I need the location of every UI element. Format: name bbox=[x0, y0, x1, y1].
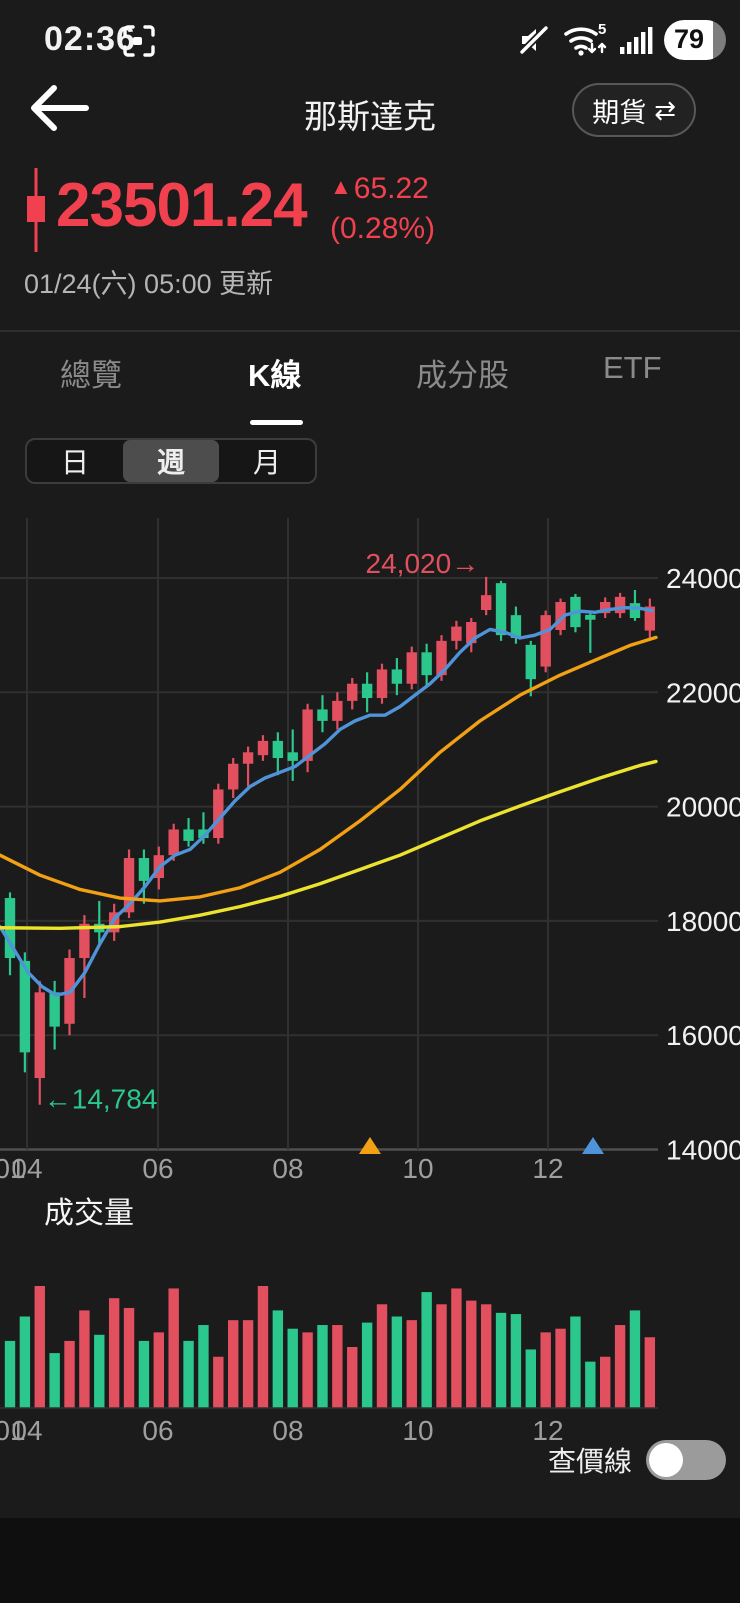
up-arrow-icon: ▲ bbox=[330, 174, 352, 199]
candlestick-chart[interactable] bbox=[0, 515, 740, 1185]
tab-constituents[interactable]: 成分股 bbox=[416, 358, 509, 393]
back-button[interactable] bbox=[24, 76, 94, 140]
price-change-percent: (0.28%) bbox=[330, 212, 436, 245]
wifi-icon: 5 bbox=[564, 21, 606, 56]
battery-level-fill bbox=[664, 20, 713, 60]
android-nav-bar bbox=[0, 1518, 740, 1603]
period-daily[interactable]: 日 bbox=[60, 447, 89, 478]
page-title: 那斯達克 bbox=[304, 98, 436, 135]
price-line-toggle-label: 查價線 bbox=[547, 1446, 632, 1477]
volume-section-title: 成交量 bbox=[44, 1197, 134, 1230]
wifi-gen-badge: 5 bbox=[598, 21, 606, 38]
period-weekly[interactable]: 週 bbox=[123, 440, 219, 482]
battery-percent: 79 bbox=[674, 24, 705, 54]
status-bar: 02:36 5 bbox=[0, 0, 740, 75]
screen-capture-icon bbox=[123, 25, 155, 57]
last-price: 23501.24 bbox=[56, 171, 308, 240]
price-change: ▲65.22 bbox=[330, 172, 429, 205]
update-timestamp: 01/24(六) 05:00 更新 bbox=[24, 269, 274, 299]
tab-etf[interactable]: ETF bbox=[603, 350, 662, 385]
section-divider bbox=[0, 330, 740, 332]
active-tab-underline bbox=[250, 420, 303, 425]
volume-chart[interactable] bbox=[0, 1250, 740, 1450]
tab-overview[interactable]: 總覽 bbox=[60, 358, 122, 393]
price-candle-icon bbox=[27, 168, 45, 252]
futures-switch-button[interactable]: 期貨 ⇄ bbox=[572, 83, 696, 137]
signal-icon bbox=[620, 27, 653, 54]
mute-icon bbox=[518, 26, 548, 56]
price-line-toggle-row: 查價線 bbox=[548, 1440, 726, 1480]
period-monthly[interactable]: 月 bbox=[252, 447, 281, 478]
futures-label: 期貨 bbox=[592, 97, 647, 128]
period-selector: 日 週 月 bbox=[25, 438, 317, 484]
battery-indicator: 79 bbox=[664, 20, 726, 60]
toggle-knob bbox=[649, 1443, 683, 1477]
clock: 02:36 bbox=[44, 20, 136, 58]
price-line-toggle[interactable] bbox=[646, 1440, 726, 1480]
swap-arrows-icon: ⇄ bbox=[654, 94, 676, 125]
tab-kline[interactable]: K線 bbox=[248, 358, 302, 393]
